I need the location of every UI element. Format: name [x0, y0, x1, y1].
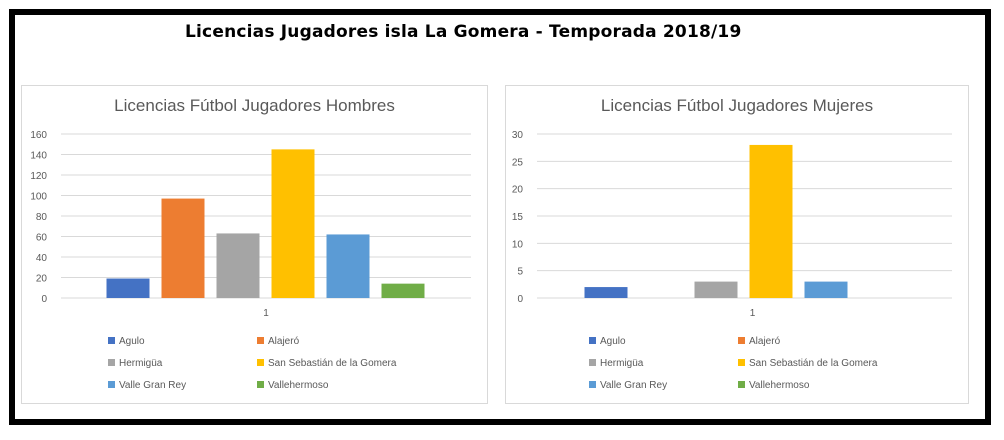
chart-men-svg: 0 20 40 60 80 100 120 140 160 1 — [30, 130, 471, 319]
x-category-label: 1 — [263, 308, 269, 319]
page-title: Licencias Jugadores isla La Gomera - Tem… — [185, 22, 742, 42]
legend-item: Valle Gran Rey — [589, 380, 667, 391]
bar-agulo — [584, 287, 628, 298]
y-tick-label: 40 — [36, 253, 48, 264]
legend-label: Valle Gran Rey — [600, 380, 668, 391]
y-tick-label: 100 — [30, 192, 47, 203]
legend-label: Hermigüa — [600, 358, 644, 369]
y-tick-label: 0 — [517, 294, 523, 305]
legend-label: Agulo — [119, 336, 145, 347]
bar-alajer- — [161, 198, 205, 298]
y-tick-label: 25 — [512, 157, 524, 168]
legend-swatch — [257, 359, 264, 366]
legend-swatch — [589, 359, 596, 366]
legend-swatch — [738, 337, 745, 344]
y-tick-label: 15 — [512, 212, 524, 223]
legend-item: San Sebastián de la Gomera — [257, 358, 396, 369]
legend-swatch — [108, 337, 115, 344]
chart-women-svg: 0 5 10 15 20 25 30 1 — [512, 130, 952, 319]
y-tick-label: 20 — [512, 185, 524, 196]
legend-swatch — [108, 359, 115, 366]
y-tick-label: 140 — [30, 151, 47, 162]
bar-agulo — [106, 278, 150, 298]
bar-valle-gran-rey — [804, 281, 848, 298]
legend-item: Agulo — [108, 336, 145, 347]
legend-swatch — [108, 381, 115, 388]
bar-valle-gran-rey — [326, 234, 370, 298]
y-tick-label: 5 — [517, 267, 523, 278]
y-tick-label: 0 — [41, 294, 47, 305]
legend-item: Hermigüa — [589, 358, 643, 369]
legend-label: Alajeró — [749, 336, 781, 347]
legend-item: Vallehermoso — [257, 380, 328, 391]
legend-item: Alajeró — [257, 336, 299, 347]
legend-swatch — [738, 359, 745, 366]
y-tick-label: 10 — [512, 239, 524, 250]
legend-label: Agulo — [600, 336, 626, 347]
legend-label: Vallehermoso — [268, 380, 329, 391]
chart-panel-women: Licencias Fútbol Jugadores Mujeres 0 5 10 1… — [505, 85, 969, 404]
chart-panel-men: Licencias Fútbol Jugadores Hombres 0 20 40… — [21, 85, 488, 404]
y-tick-label: 120 — [30, 171, 47, 182]
legend-label: San Sebastián de la Gomera — [268, 358, 397, 369]
bar-hermig-a — [216, 233, 260, 298]
legend-item: Alajeró — [738, 336, 780, 347]
chart-title-men: Licencias Fútbol Jugadores Hombres — [114, 96, 395, 115]
bar-hermig-a — [694, 281, 738, 298]
legend-swatch — [257, 381, 264, 388]
legend-swatch — [589, 337, 596, 344]
legend-label: Vallehermoso — [749, 380, 810, 391]
legend-label: Valle Gran Rey — [119, 380, 187, 391]
y-tick-label: 30 — [512, 130, 524, 141]
legend-swatch — [257, 337, 264, 344]
bar-san-sebasti-n-de-la-gomera — [271, 149, 315, 298]
legend-item: Vallehermoso — [738, 380, 809, 391]
x-category-label: 1 — [750, 308, 756, 319]
y-tick-label: 80 — [36, 212, 48, 223]
chart-title-women: Licencias Fútbol Jugadores Mujeres — [600, 96, 874, 115]
y-tick-label: 160 — [30, 130, 47, 141]
legend-item: Valle Gran Rey — [108, 380, 186, 391]
legend-label: Alajeró — [268, 336, 300, 347]
legend-item: Agulo — [589, 336, 626, 347]
bar-vallehermoso — [381, 283, 425, 298]
legend-item: San Sebastián de la Gomera — [738, 358, 877, 369]
legend-item: Hermigüa — [108, 358, 162, 369]
legend-label: Hermigüa — [119, 358, 163, 369]
bar-san-sebasti-n-de-la-gomera — [749, 144, 793, 298]
y-tick-label: 60 — [36, 233, 48, 244]
legend-label: San Sebastián de la Gomera — [749, 358, 878, 369]
y-tick-label: 20 — [36, 274, 48, 285]
legend-swatch — [589, 381, 596, 388]
legend-swatch — [738, 381, 745, 388]
